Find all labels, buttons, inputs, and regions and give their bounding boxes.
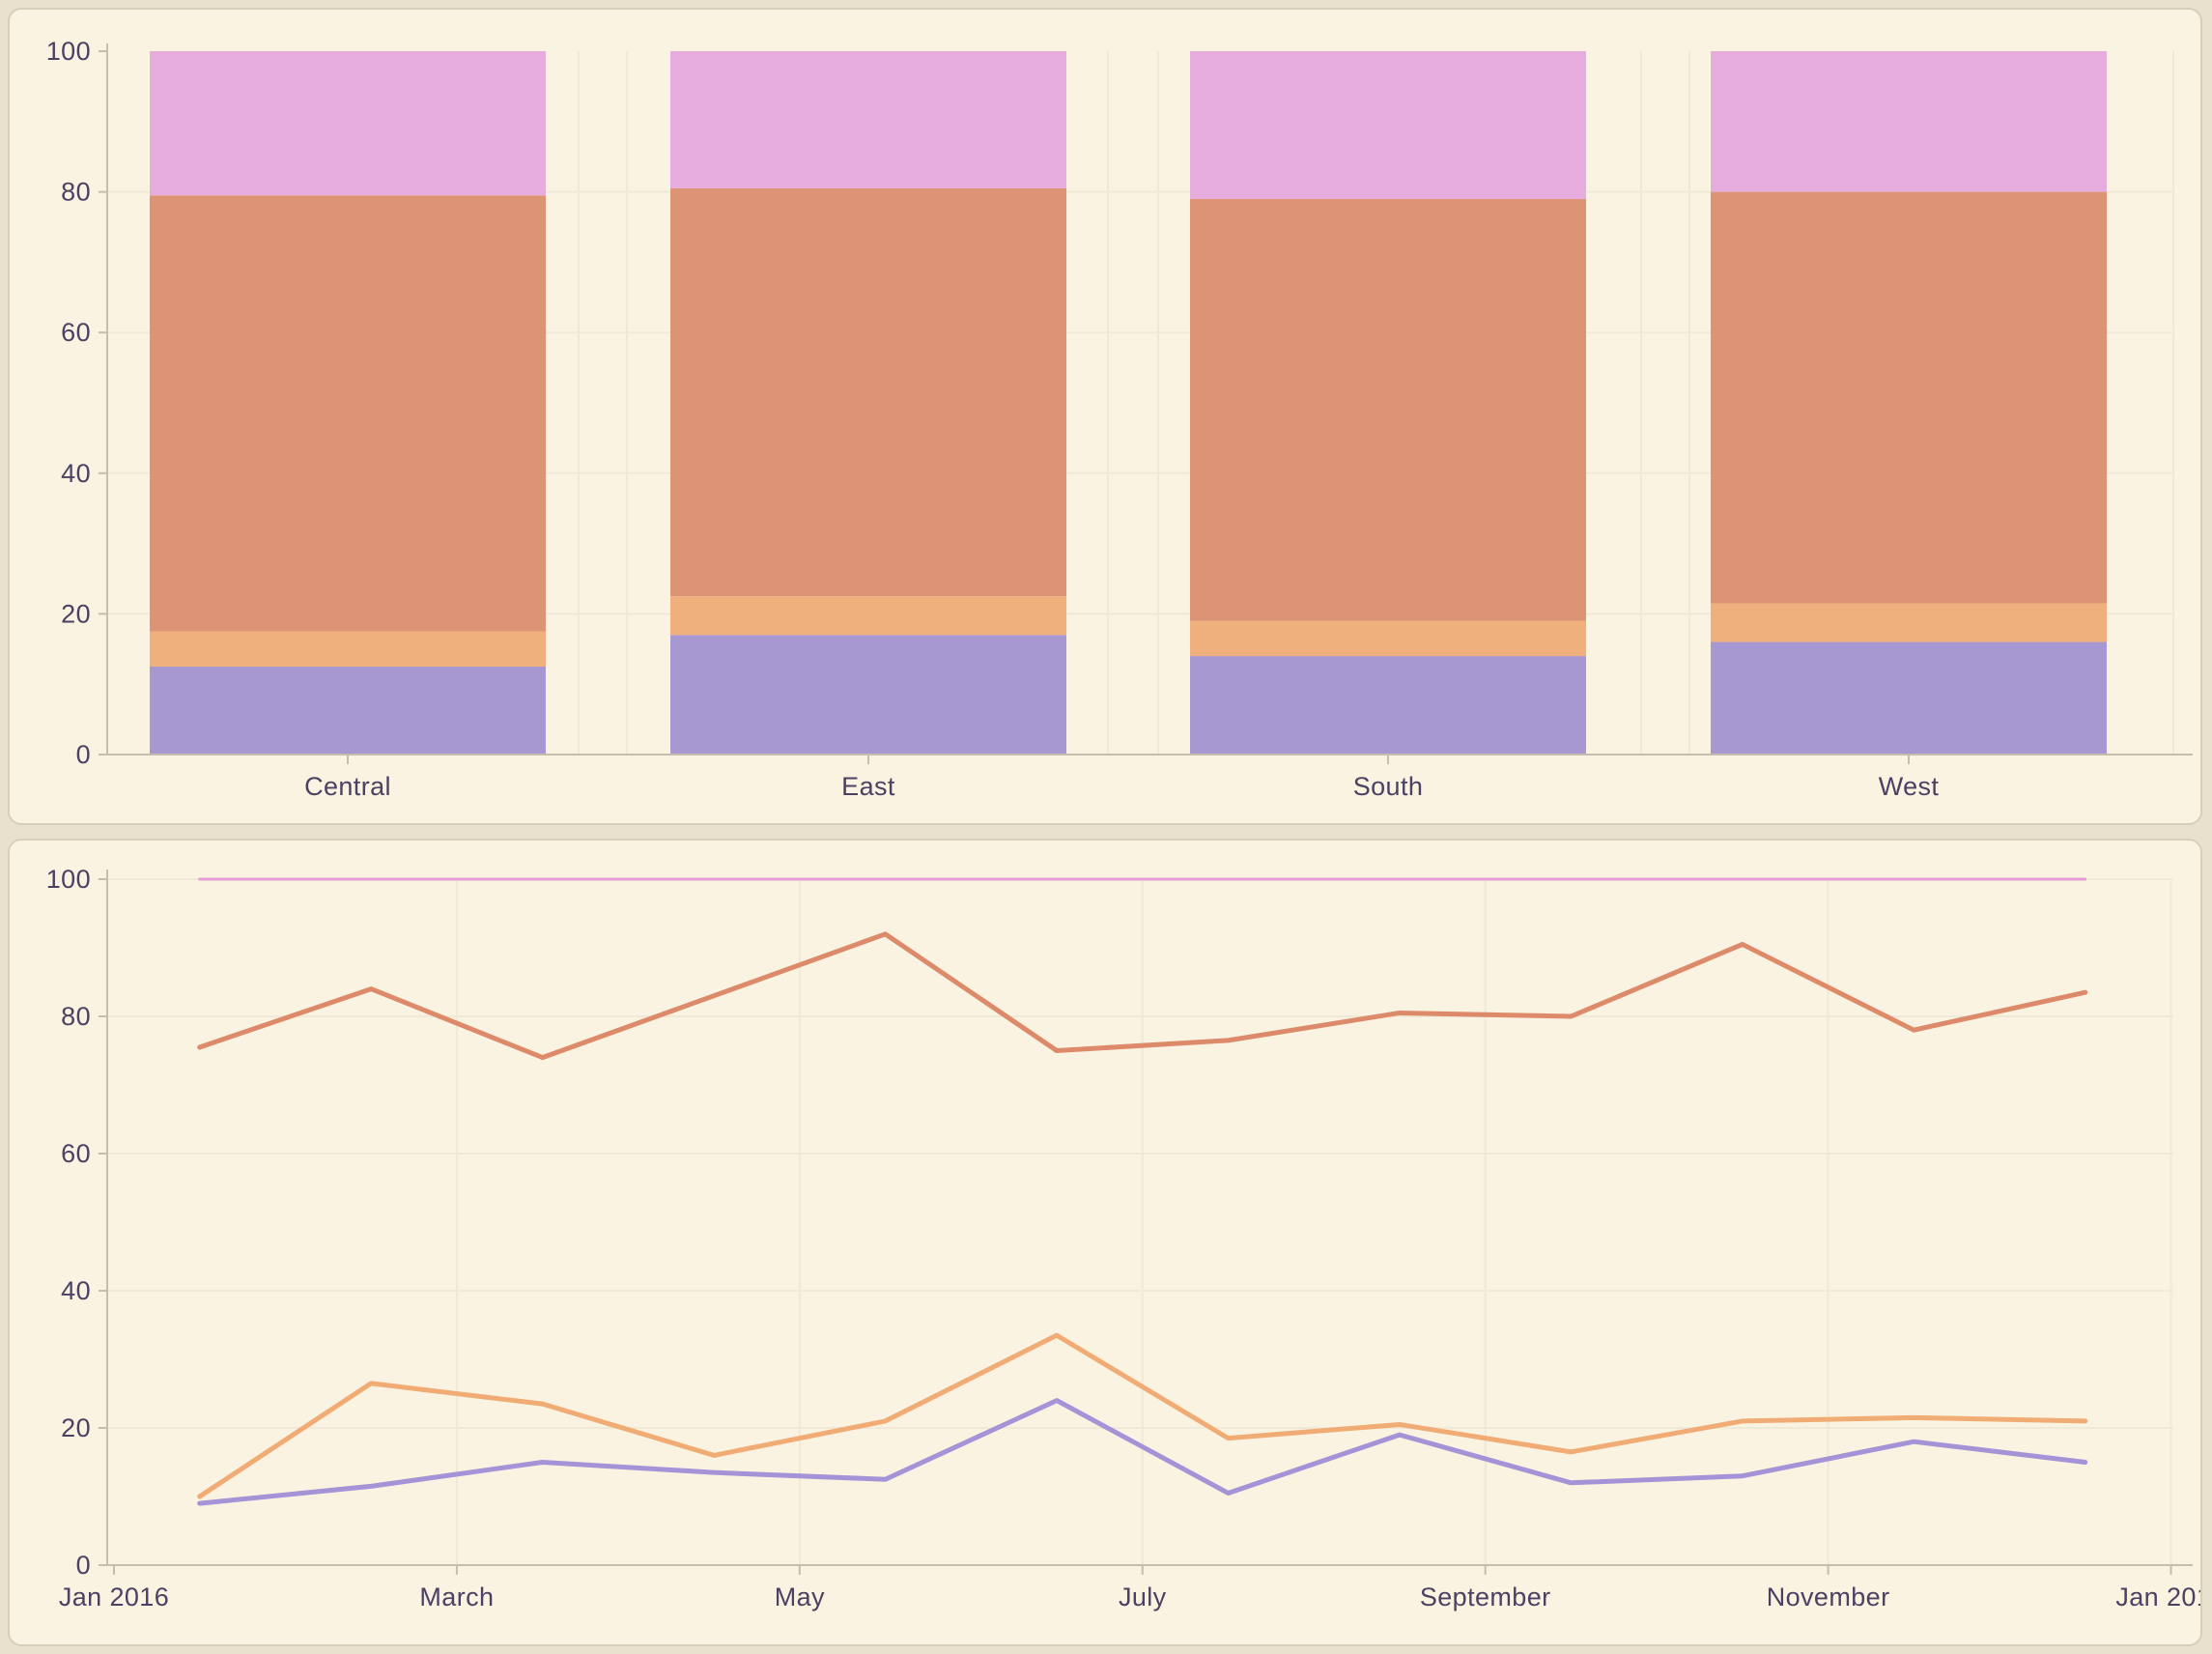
- x-tick-label: November: [1767, 1583, 1890, 1611]
- y-tick-label: 100: [46, 865, 91, 894]
- x-tick-label: May: [775, 1583, 825, 1611]
- y-tick-label: 40: [61, 1276, 91, 1305]
- bar-central-pink-segment: [150, 51, 546, 196]
- bar-east-orange-segment: [670, 596, 1066, 636]
- y-tick-label: 60: [61, 1139, 91, 1168]
- bar-central-purple-segment: [150, 667, 546, 755]
- line-chart: 0 20 40 60 80 100 Jan 2016 March May July Septembe…: [46, 865, 2200, 1611]
- orange-line: [197, 1332, 2088, 1499]
- purple-line: [197, 1398, 2088, 1506]
- y-tick-label: 80: [61, 178, 91, 207]
- line-chart-panel: 0 20 40 60 80 100 Jan 2016 March May July Septembe…: [8, 839, 2202, 1646]
- x-tick-label: Jan 2017: [2115, 1583, 2200, 1611]
- bar-east-purple-segment: [670, 635, 1066, 755]
- bar-south-purple-segment: [1190, 656, 1586, 755]
- bar-east-salmon-segment: [670, 187, 1066, 597]
- salmon-line: [197, 931, 2088, 1061]
- x-tick-label: July: [1119, 1583, 1167, 1611]
- y-tick-label: 0: [76, 740, 91, 769]
- bar-south-orange-segment: [1190, 620, 1586, 657]
- stacked-bar-chart: 0 20 40 60 80 100 Central East South West: [46, 37, 2193, 801]
- bar-central-salmon-segment: [150, 195, 546, 632]
- x-tick-label: Jan 2016: [59, 1583, 169, 1611]
- bar-west-salmon-segment: [1711, 191, 2107, 604]
- category-label: Central: [304, 772, 391, 801]
- x-tick-label: September: [1420, 1583, 1551, 1611]
- y-tick-label: 60: [61, 318, 91, 347]
- bar-south-salmon-segment: [1190, 198, 1586, 621]
- bar-central-orange-segment: [150, 631, 546, 667]
- bar-west-orange-segment: [1711, 603, 2107, 642]
- y-tick-label: 20: [61, 1413, 91, 1442]
- bar-west-pink-segment: [1711, 51, 2107, 192]
- y-tick-label: 80: [61, 1002, 91, 1031]
- y-tick-label: 40: [61, 459, 91, 488]
- category-label: West: [1879, 772, 1940, 801]
- category-label: East: [841, 772, 895, 801]
- stacked-bar-chart-panel: 0 20 40 60 80 100 Central East South West: [8, 8, 2202, 825]
- y-tick-label: 0: [76, 1551, 91, 1580]
- y-tick-label: 100: [46, 37, 91, 66]
- bar-west-purple-segment: [1711, 642, 2107, 755]
- x-tick-label: March: [419, 1583, 494, 1611]
- y-tick-label: 20: [61, 599, 91, 628]
- bar-east-pink-segment: [670, 51, 1066, 188]
- bar-south-pink-segment: [1190, 51, 1586, 199]
- category-label: South: [1353, 772, 1424, 801]
